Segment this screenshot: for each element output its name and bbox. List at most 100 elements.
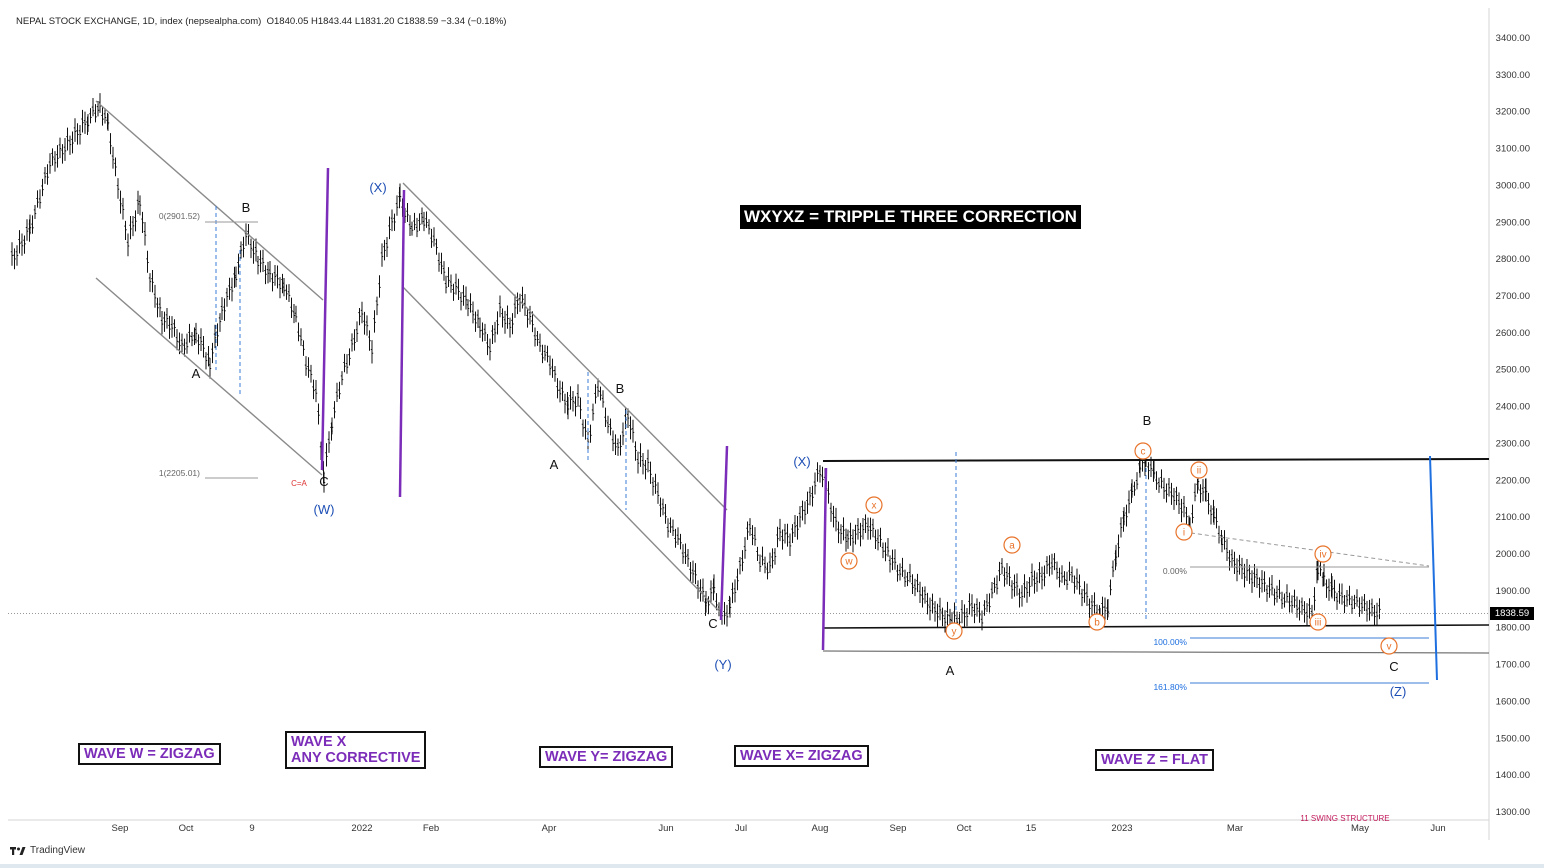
fib-one-label: 1(2205.01) — [159, 468, 200, 478]
flat-channel-lower — [822, 624, 1490, 629]
footer: TradingView — [10, 845, 85, 856]
wave-circle — [945, 622, 963, 640]
y-tick-label: 2100.00 — [1496, 512, 1530, 523]
z-trend-dashed — [1183, 531, 1430, 567]
last-price-tag: 1838.59 — [1490, 607, 1534, 620]
y-tick-label: 3100.00 — [1496, 144, 1530, 155]
y-tick-label: 1400.00 — [1496, 770, 1530, 781]
x-tick-label: Feb — [423, 823, 439, 834]
wave-label: A — [550, 457, 559, 472]
y-tick-label: 2200.00 — [1496, 475, 1530, 486]
y-tick-label: 1600.00 — [1496, 696, 1530, 707]
c-equals-a-label: C=A — [291, 479, 307, 488]
wave-circle — [1175, 523, 1193, 541]
wave-label: B — [1143, 413, 1152, 428]
wave-label: B — [616, 381, 625, 396]
x-tick-label: Oct — [179, 823, 194, 834]
x-tick-label: 9 — [249, 823, 254, 834]
wave-circle-label: ii — [1197, 466, 1201, 477]
chart-header: NEPAL STOCK EXCHANGE, 1D, index (nepseal… — [16, 16, 506, 27]
channel-y-upper — [402, 182, 728, 511]
wave-circle — [1190, 461, 1208, 479]
wave-circle — [840, 552, 858, 570]
wave-circle — [865, 496, 883, 514]
channel-w-upper — [95, 100, 324, 301]
correction-title-box: WXYXZ = TRIPPLE THREE CORRECTION — [740, 205, 1081, 229]
wave-circle-label: y — [952, 627, 957, 638]
wave-circle-label: iii — [1315, 618, 1322, 629]
x-tick-label: Apr — [542, 823, 557, 834]
y-tick-label: 1300.00 — [1496, 807, 1530, 818]
wave-x2-label: WAVE X= ZIGZAG — [734, 745, 869, 767]
x-tick-label: 2023 — [1111, 823, 1132, 834]
x-tick-label: Oct — [957, 823, 972, 834]
wave-circle — [1088, 613, 1106, 631]
wave-circle-label: w — [844, 557, 853, 568]
flat-channel-upper — [822, 458, 1490, 462]
bottom-strip — [0, 864, 1544, 868]
y-tick-label: 1900.00 — [1496, 586, 1530, 597]
wave-circle — [1380, 637, 1398, 655]
x-tick-label: Sep — [112, 823, 129, 834]
channel-y-lower — [402, 286, 721, 613]
blue-target-line — [1429, 455, 1438, 681]
x-tick-label: Jun — [658, 823, 673, 834]
x-tick-label: Mar — [1227, 823, 1243, 834]
y-tick-label: 2800.00 — [1496, 254, 1530, 265]
wave-label: A — [192, 366, 201, 381]
channel-w-lower — [95, 277, 323, 476]
wave-label: C — [1389, 659, 1398, 674]
wave-label: (X) — [369, 180, 386, 195]
wave-label: (X) — [793, 454, 810, 469]
y-tick-label: 2400.00 — [1496, 402, 1530, 413]
wave-w-label: WAVE W = ZIGZAG — [78, 743, 221, 765]
wave-label: (Y) — [714, 657, 731, 672]
tradingview-logo-icon — [10, 846, 26, 855]
wave-circle-label: v — [1387, 642, 1392, 653]
wave-y-label: WAVE Y= ZIGZAG — [539, 746, 674, 768]
y-tick-label: 1800.00 — [1496, 623, 1530, 634]
wave-circle-label: c — [1141, 447, 1146, 458]
x-tick-label: Jul — [735, 823, 747, 834]
y-tick-label: 3300.00 — [1496, 70, 1530, 81]
y-tick-label: 3000.00 — [1496, 180, 1530, 191]
wave-label: C — [319, 474, 328, 489]
wave-circle-label: iv — [1319, 550, 1326, 561]
wave-label: A — [946, 663, 955, 678]
symbol-title: NEPAL STOCK EXCHANGE, 1D, index (nepseal… — [16, 16, 262, 27]
y-tick-label: 3400.00 — [1496, 33, 1530, 44]
purple-marker-x2 — [821, 467, 828, 651]
wave-circle-label: b — [1094, 618, 1100, 629]
fib-zero-label: 0(2901.52) — [159, 211, 200, 221]
x-tick-label: 15 — [1026, 823, 1037, 834]
wave-circle — [1003, 536, 1021, 554]
partial-bottom-label: 11 SWING STRUCTURE — [1300, 814, 1389, 823]
wave-z-label: WAVE Z = FLAT — [1095, 749, 1215, 771]
ohlc-readout: O1840.05 H1843.44 L1831.20 C1838.59 −3.3… — [266, 16, 507, 27]
fib-0-label: 0.00% — [1163, 566, 1188, 576]
y-tick-label: 2700.00 — [1496, 291, 1530, 302]
wave-circle-label: i — [1183, 528, 1185, 539]
fib-100-label: 100.00% — [1153, 637, 1187, 647]
wave-label: B — [242, 200, 251, 215]
wave-circle-label: a — [1009, 541, 1015, 552]
x-tick-label: May — [1351, 823, 1369, 834]
wave-label: (Z) — [1390, 684, 1407, 699]
y-tick-label: 2300.00 — [1496, 438, 1530, 449]
wave-circle-label: x — [872, 501, 877, 512]
x-tick-label: Aug — [812, 823, 829, 834]
wave-circle — [1309, 613, 1327, 631]
y-tick-label: 1700.00 — [1496, 660, 1530, 671]
fib-161-label: 161.80% — [1153, 682, 1187, 692]
wave-label: C — [708, 616, 717, 631]
purple-marker-x1 — [398, 189, 406, 498]
y-tick-label: 2600.00 — [1496, 328, 1530, 339]
brand-name: TradingView — [30, 845, 86, 856]
wave-circle — [1134, 442, 1152, 460]
y-tick-label: 1500.00 — [1496, 733, 1530, 744]
y-tick-label: 2000.00 — [1496, 549, 1530, 560]
x-tick-label: 2022 — [351, 823, 372, 834]
wave-label: (W) — [314, 502, 335, 517]
x-tick-label: Jun — [1430, 823, 1445, 834]
